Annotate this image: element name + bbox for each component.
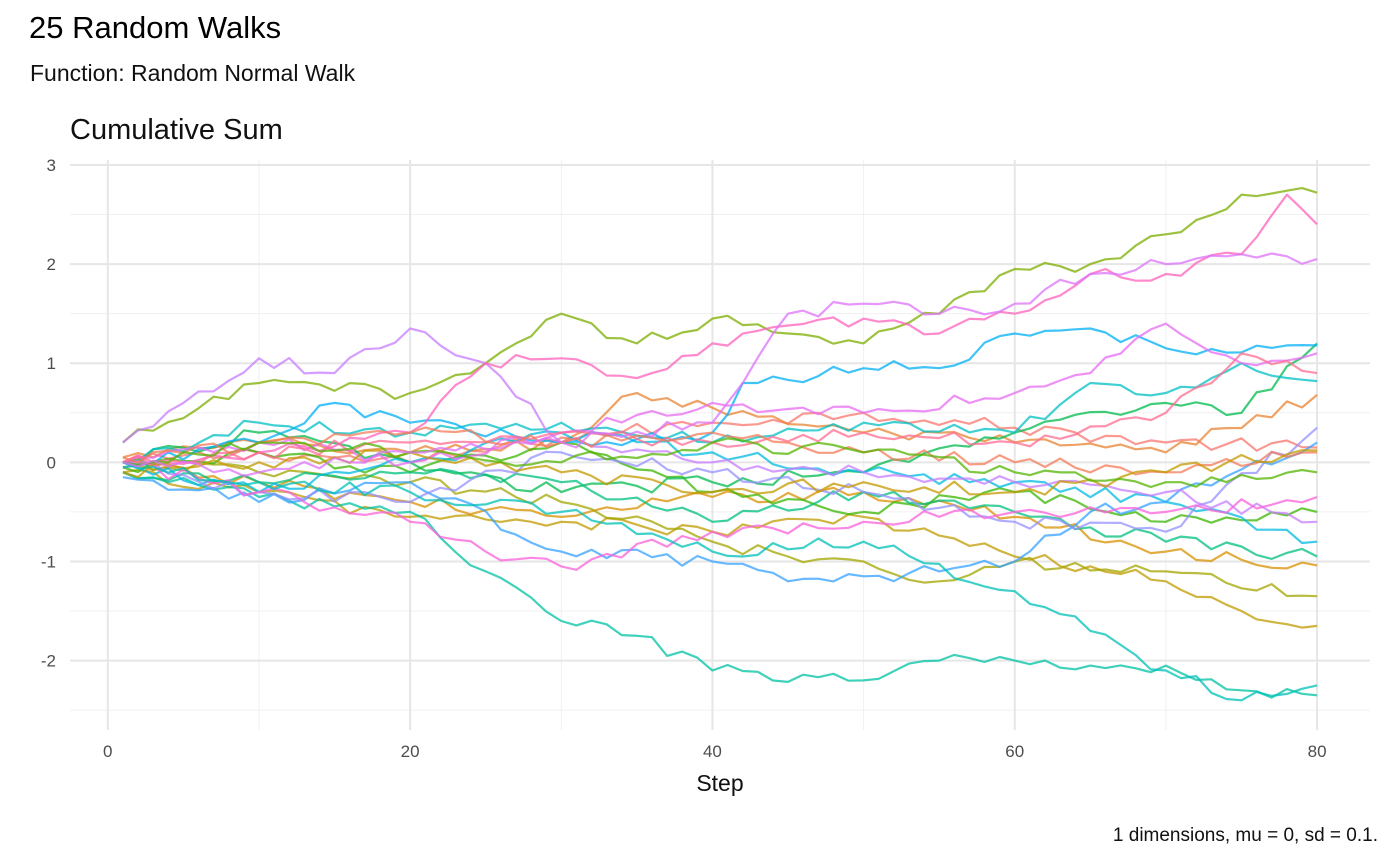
walk-series-line [122,187,1318,444]
chart-caption: 1 dimensions, mu = 0, sd = 0.1. [1112,825,1378,846]
walk-series-line [122,322,1318,467]
panel-title: Cumulative Sum [70,114,283,146]
chart-title: 25 Random Walks [29,10,282,45]
x-tick-label: 0 [103,742,112,761]
walk-series-line [122,471,1318,699]
y-axis-ticks: -2 -1 0 1 2 3 [41,156,56,671]
walk-series-line [122,362,1318,464]
walk-series-line [122,426,1318,476]
y-tick-label: -2 [41,652,56,671]
walk-series-line [122,460,1318,571]
chart-subtitle: Function: Random Normal Walk [30,60,356,86]
y-tick-label: 0 [47,453,56,472]
walk-series-line [122,430,1318,545]
walk-series-line [122,327,1318,524]
x-tick-label: 40 [703,742,722,761]
x-axis-label: Step [696,770,743,796]
gridlines [70,160,1370,730]
walk-series-line [122,252,1318,477]
walk-series-line [122,456,1318,598]
x-tick-label: 80 [1308,742,1327,761]
walk-series-line [122,461,1318,702]
y-tick-label: 3 [47,156,56,175]
walk-series-line [122,441,1318,583]
x-tick-label: 20 [401,742,420,761]
walk-series-line [122,327,1318,469]
y-tick-label: 2 [47,255,56,274]
series-lines [122,187,1318,702]
y-tick-label: 1 [47,354,56,373]
walk-series-line [122,437,1318,489]
x-axis-ticks: 0 20 40 60 80 [103,742,1326,761]
x-tick-label: 60 [1005,742,1024,761]
y-tick-label: -1 [41,552,56,571]
